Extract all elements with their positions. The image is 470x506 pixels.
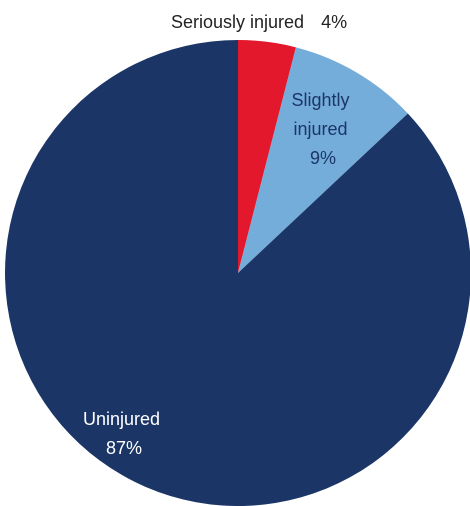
pie-slices (5, 40, 470, 506)
data-label-slightly-injured-name-line1: Slightly (291, 90, 349, 110)
data-label-seriously-injured-name: Seriously injured (171, 12, 304, 32)
pie-slice-seriously-injured (238, 40, 296, 273)
data-label-seriously-injured: Seriously injured 4% (171, 12, 347, 32)
data-label-slightly-injured: Slightly injured 9% (291, 90, 354, 168)
data-label-uninjured-value: 87% (106, 438, 142, 458)
pie-slice-uninjured (5, 40, 470, 506)
data-label-uninjured: Uninjured 87% (83, 409, 165, 458)
data-label-uninjured-name: Uninjured (83, 409, 160, 429)
data-label-seriously-injured-value: 4% (321, 12, 347, 32)
data-label-slightly-injured-name-line2: injured (293, 119, 347, 139)
pie-slice-slightly-injured (238, 47, 408, 273)
data-label-slightly-injured-value: 9% (310, 148, 336, 168)
